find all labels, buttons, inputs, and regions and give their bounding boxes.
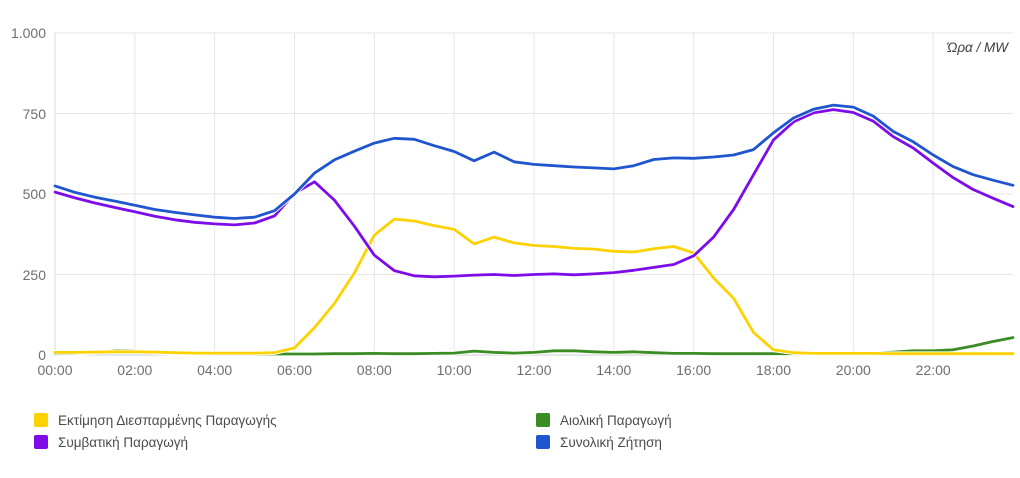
legend-swatch-distributed-generation-estimate bbox=[34, 413, 48, 427]
legend-swatch-conventional-generation bbox=[34, 435, 48, 449]
series-line-total-demand bbox=[53, 103, 1015, 220]
y-axis-tick-label: 0 bbox=[38, 347, 46, 363]
x-axis-tick-label: 14:00 bbox=[596, 362, 632, 378]
x-axis-tick-label: 18:00 bbox=[755, 362, 792, 378]
x-axis-tick-label: 06:00 bbox=[276, 362, 313, 378]
x-axis-tick-label: 04:00 bbox=[197, 362, 233, 378]
x-axis-tick-label: 22:00 bbox=[915, 362, 951, 378]
y-axis-tick-label: 750 bbox=[22, 105, 46, 122]
legend-item-conventional-generation[interactable]: Συμβατική Παραγωγή bbox=[34, 434, 536, 450]
legend: Εκτίμηση Διεσπαρμένης Παραγωγής Συμβατικ… bbox=[34, 413, 1020, 457]
x-axis-tick-label: 20:00 bbox=[835, 362, 871, 378]
x-axis-tick-label: 00:00 bbox=[37, 362, 73, 378]
legend-swatch-wind-generation bbox=[536, 413, 550, 427]
axis-units-label: Ώρα / MW bbox=[946, 40, 1008, 55]
legend-label-conventional-generation: Συμβατική Παραγωγή bbox=[58, 434, 189, 450]
legend-item-total-demand[interactable]: Συνολική Ζήτηση bbox=[536, 434, 1020, 450]
legend-label-distributed-generation-estimate: Εκτίμηση Διεσπαρμένης Παραγωγής bbox=[58, 412, 277, 428]
legend-column-left: Εκτίμηση Διεσπαρμένης Παραγωγής Συμβατικ… bbox=[34, 413, 536, 457]
legend-item-wind-generation[interactable]: Αιολική Παραγωγή bbox=[536, 412, 1020, 428]
y-axis-tick-label: 1.000 bbox=[10, 25, 46, 41]
x-axis-tick-label: 08:00 bbox=[356, 362, 392, 378]
legend-label-wind-generation: Αιολική Παραγωγή bbox=[560, 412, 672, 428]
series-line-distributed-generation-estimate bbox=[53, 217, 1015, 356]
legend-column-right: Αιολική Παραγωγή Συνολική Ζήτηση bbox=[536, 413, 1020, 457]
x-axis-tick-label: 16:00 bbox=[676, 362, 712, 378]
x-axis-tick-label: 02:00 bbox=[117, 362, 153, 378]
legend-label-total-demand: Συνολική Ζήτηση bbox=[560, 434, 662, 450]
legend-item-distributed-generation-estimate[interactable]: Εκτίμηση Διεσπαρμένης Παραγωγής bbox=[34, 412, 536, 428]
x-axis-tick-label: 12:00 bbox=[516, 362, 552, 378]
y-axis-tick-label: 250 bbox=[22, 266, 46, 283]
series-line-conventional-generation bbox=[53, 108, 1015, 279]
x-axis-tick-label: 10:00 bbox=[436, 362, 472, 378]
y-axis-tick-label: 500 bbox=[22, 186, 46, 202]
legend-swatch-total-demand bbox=[536, 435, 550, 449]
